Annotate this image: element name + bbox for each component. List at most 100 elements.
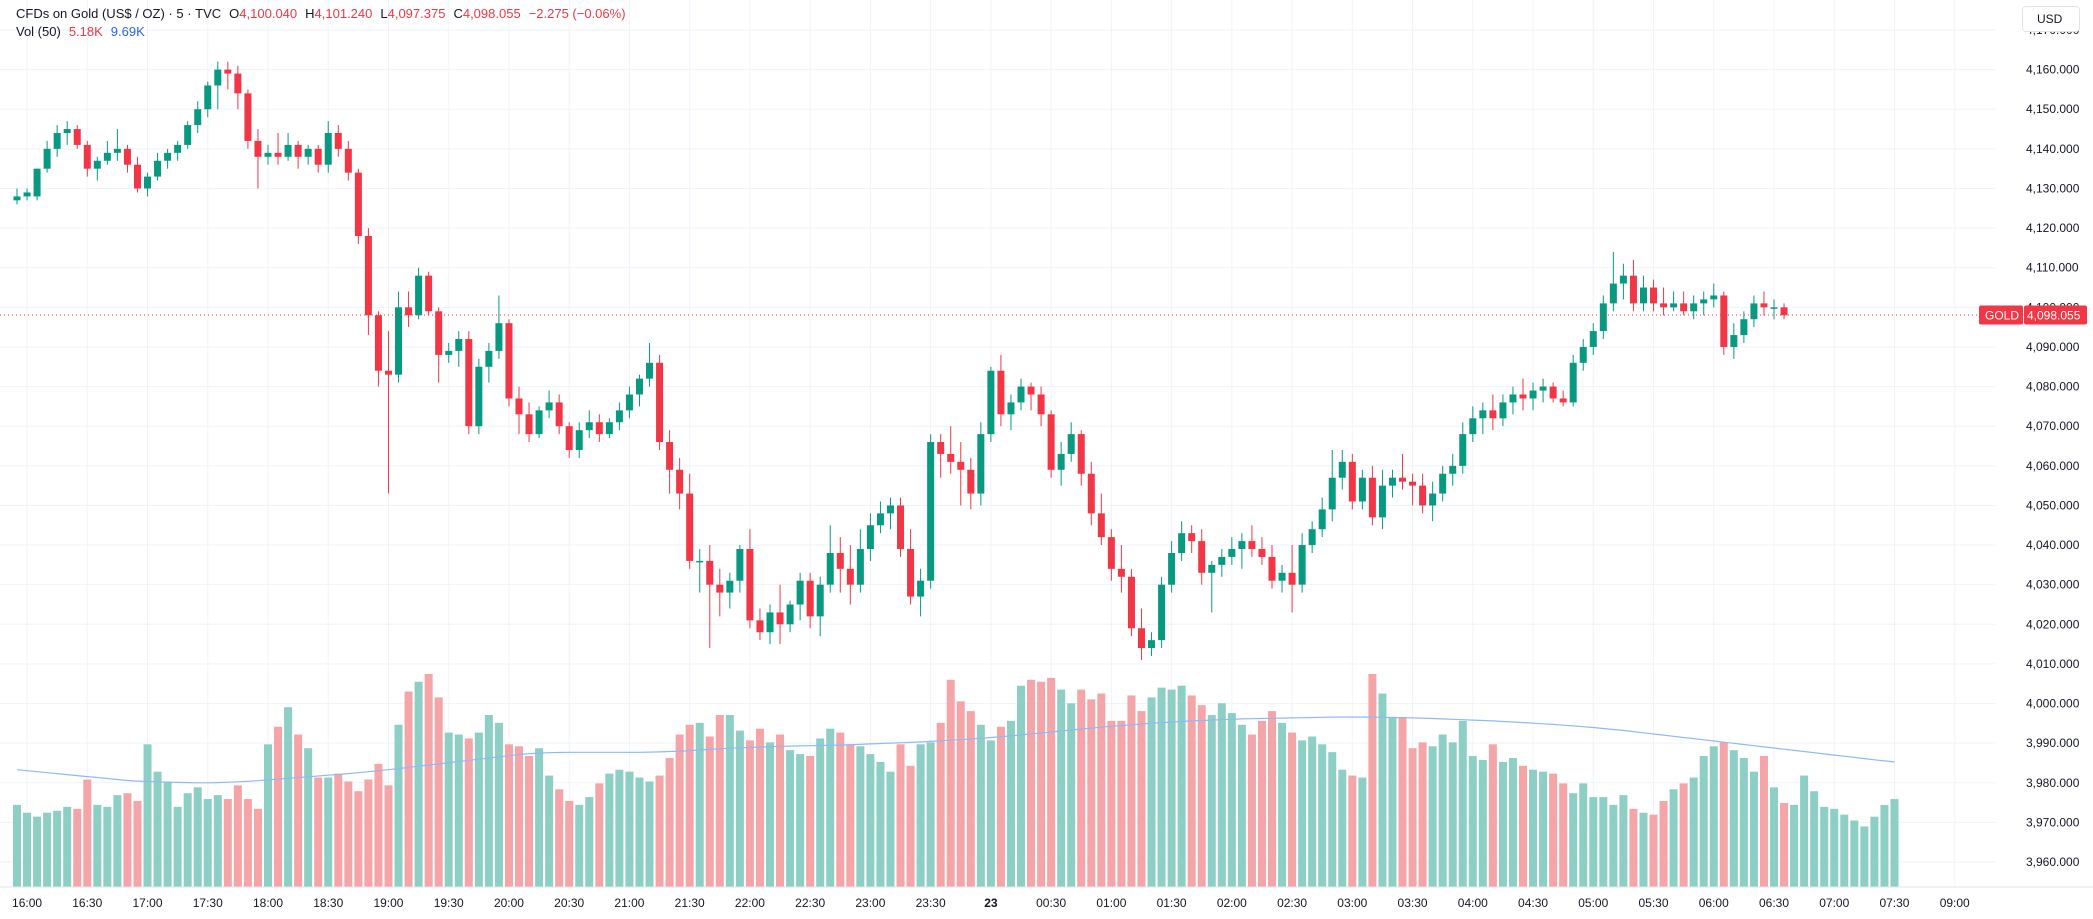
- candle: [1629, 259, 1637, 312]
- candle: [876, 501, 884, 534]
- candle-body: [1439, 473, 1447, 494]
- volume-bar: [1529, 769, 1538, 887]
- candle-body: [726, 580, 734, 593]
- candle: [1298, 533, 1306, 593]
- high-label: H: [305, 6, 315, 21]
- time-tick-label: 21:00: [614, 896, 644, 910]
- symbol-legend[interactable]: CFDs on Gold (US$ / OZ) · 5 · TVC O 4,10…: [16, 6, 626, 21]
- price-axis[interactable]: 4,170.0004,160.0004,150.0004,140.0004,13…: [2026, 23, 2080, 869]
- volume-bar: [304, 748, 313, 887]
- volume-bar: [113, 795, 122, 887]
- volume-bar: [183, 793, 192, 887]
- candle: [1188, 525, 1196, 553]
- volume-bar: [976, 724, 985, 887]
- volume-bar: [23, 812, 32, 887]
- candle: [1439, 465, 1447, 502]
- symbol-name[interactable]: CFDs on Gold (US$ / OZ): [16, 6, 165, 21]
- volume-bar: [53, 810, 62, 887]
- volume-bar: [294, 734, 303, 887]
- volume-bar: [1006, 720, 1015, 887]
- candle: [1148, 632, 1156, 656]
- candle: [455, 331, 463, 367]
- candle: [244, 89, 252, 149]
- candle: [646, 342, 654, 387]
- candle: [716, 568, 724, 617]
- candle-body: [886, 505, 894, 514]
- candle: [776, 584, 784, 645]
- volume-bar: [1810, 791, 1819, 887]
- candle: [445, 342, 453, 363]
- volume-bar: [1057, 689, 1066, 887]
- price-tick-label: 4,130.000: [2026, 181, 2080, 195]
- price-tick-label: 4,110.000: [2026, 261, 2079, 275]
- volume-bar: [1227, 713, 1236, 887]
- candle-body: [1519, 394, 1527, 399]
- volume-bar: [284, 707, 293, 887]
- candle: [635, 374, 643, 407]
- time-tick-label: 23: [984, 896, 998, 910]
- candle-body: [475, 366, 483, 427]
- price-tick-label: 3,960.000: [2026, 855, 2080, 869]
- volume-bar: [926, 742, 935, 887]
- candle: [1208, 560, 1216, 613]
- candle: [1137, 608, 1145, 660]
- candle: [1670, 291, 1678, 312]
- candle: [33, 168, 41, 201]
- candle: [93, 156, 101, 181]
- candle-body: [746, 549, 754, 621]
- candle-body: [505, 323, 513, 399]
- volume-bar: [1157, 687, 1166, 887]
- volume-bar: [836, 732, 845, 887]
- candle-body: [1629, 275, 1637, 304]
- candle-body: [716, 584, 724, 593]
- volume-legend[interactable]: Vol (50) 5.18K 9.69K: [16, 24, 145, 39]
- volume-bar: [1368, 673, 1377, 887]
- candle: [1358, 469, 1366, 510]
- time-axis[interactable]: 16:00 16:30 17:00 17:30 18:00 18:30 19:00 19:30…: [12, 896, 1970, 910]
- price-tick-label: 4,030.000: [2026, 578, 2080, 592]
- price-tick-label: 4,040.000: [2026, 538, 2080, 552]
- candle-body: [676, 469, 684, 494]
- price-tick-label: 3,980.000: [2026, 776, 2080, 790]
- volume-bar: [525, 756, 534, 887]
- candle: [13, 188, 21, 205]
- candle-body: [395, 307, 403, 375]
- volume-bar: [1348, 775, 1357, 887]
- candle-body: [1569, 362, 1577, 403]
- price-tick-label: 4,160.000: [2026, 63, 2080, 77]
- candle-body: [415, 275, 423, 316]
- interval[interactable]: 5: [176, 6, 184, 21]
- volume-bar: [1037, 681, 1046, 887]
- candle: [435, 307, 443, 383]
- candle: [917, 568, 925, 617]
- candle: [1087, 461, 1095, 526]
- candle: [515, 386, 523, 435]
- candle-body: [1770, 307, 1778, 309]
- candle-body: [1368, 477, 1376, 518]
- volume-bar: [866, 754, 875, 887]
- candle: [1238, 533, 1246, 569]
- candle-body: [1619, 275, 1627, 284]
- candle-body: [957, 461, 965, 470]
- time-tick-label: 16:00: [12, 896, 42, 910]
- candle-body: [274, 152, 282, 157]
- candle-body: [1218, 556, 1226, 565]
- currency-button[interactable]: USD: [2022, 6, 2080, 32]
- price-tick-label: 4,070.000: [2026, 419, 2080, 433]
- volume-bar: [243, 799, 252, 887]
- candle: [987, 366, 995, 443]
- candle: [63, 121, 71, 145]
- candle-body: [83, 144, 91, 169]
- volume-bar: [1308, 736, 1317, 887]
- candle: [1599, 295, 1607, 340]
- volume-label[interactable]: Vol (50): [16, 24, 61, 39]
- candle: [1509, 386, 1517, 415]
- volume-bar: [93, 804, 102, 887]
- candle: [696, 549, 704, 593]
- candle-body: [977, 434, 985, 494]
- candle: [425, 271, 433, 316]
- candle: [1549, 382, 1557, 403]
- candle-body: [334, 133, 342, 149]
- volume-bar: [555, 789, 564, 887]
